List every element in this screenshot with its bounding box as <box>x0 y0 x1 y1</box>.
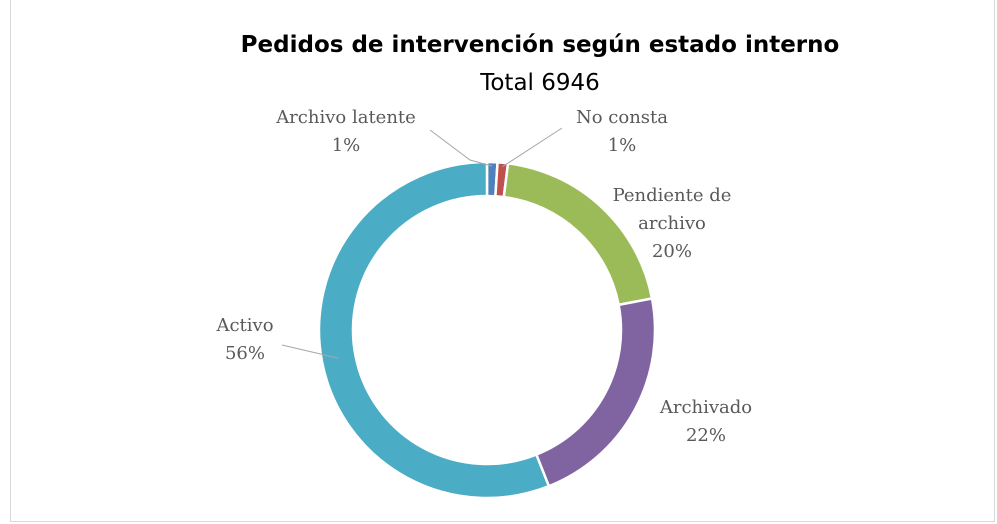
donut-slice <box>317 160 551 500</box>
value-label: 1% <box>331 135 361 156</box>
chart-subtitle: Total 6946 <box>480 70 600 96</box>
slice-label: No consta 1% <box>552 104 692 160</box>
slice-label: Pendiente de archivo 20% <box>597 182 747 266</box>
donut-slice <box>534 297 657 488</box>
slice-label: Activo 56% <box>200 312 290 368</box>
value-label: 20% <box>651 241 692 262</box>
chart-title: Pedidos de intervención según estado int… <box>240 32 840 58</box>
category-label: Archivado <box>659 397 753 418</box>
chart-frame <box>10 0 995 522</box>
category-label: Pendiente de archivo <box>612 185 732 234</box>
value-label: 1% <box>607 135 637 156</box>
category-label: No consta <box>575 107 669 128</box>
value-label: 22% <box>685 425 726 446</box>
slice-label: Archivado 22% <box>636 394 776 450</box>
leader-line <box>502 127 563 168</box>
leader-line <box>281 344 339 359</box>
category-label: Activo <box>216 315 274 336</box>
value-label: 56% <box>224 343 265 364</box>
category-label: Archivo latente <box>276 107 416 128</box>
slice-label: Archivo latente 1% <box>251 104 441 160</box>
leader-line <box>429 129 493 167</box>
